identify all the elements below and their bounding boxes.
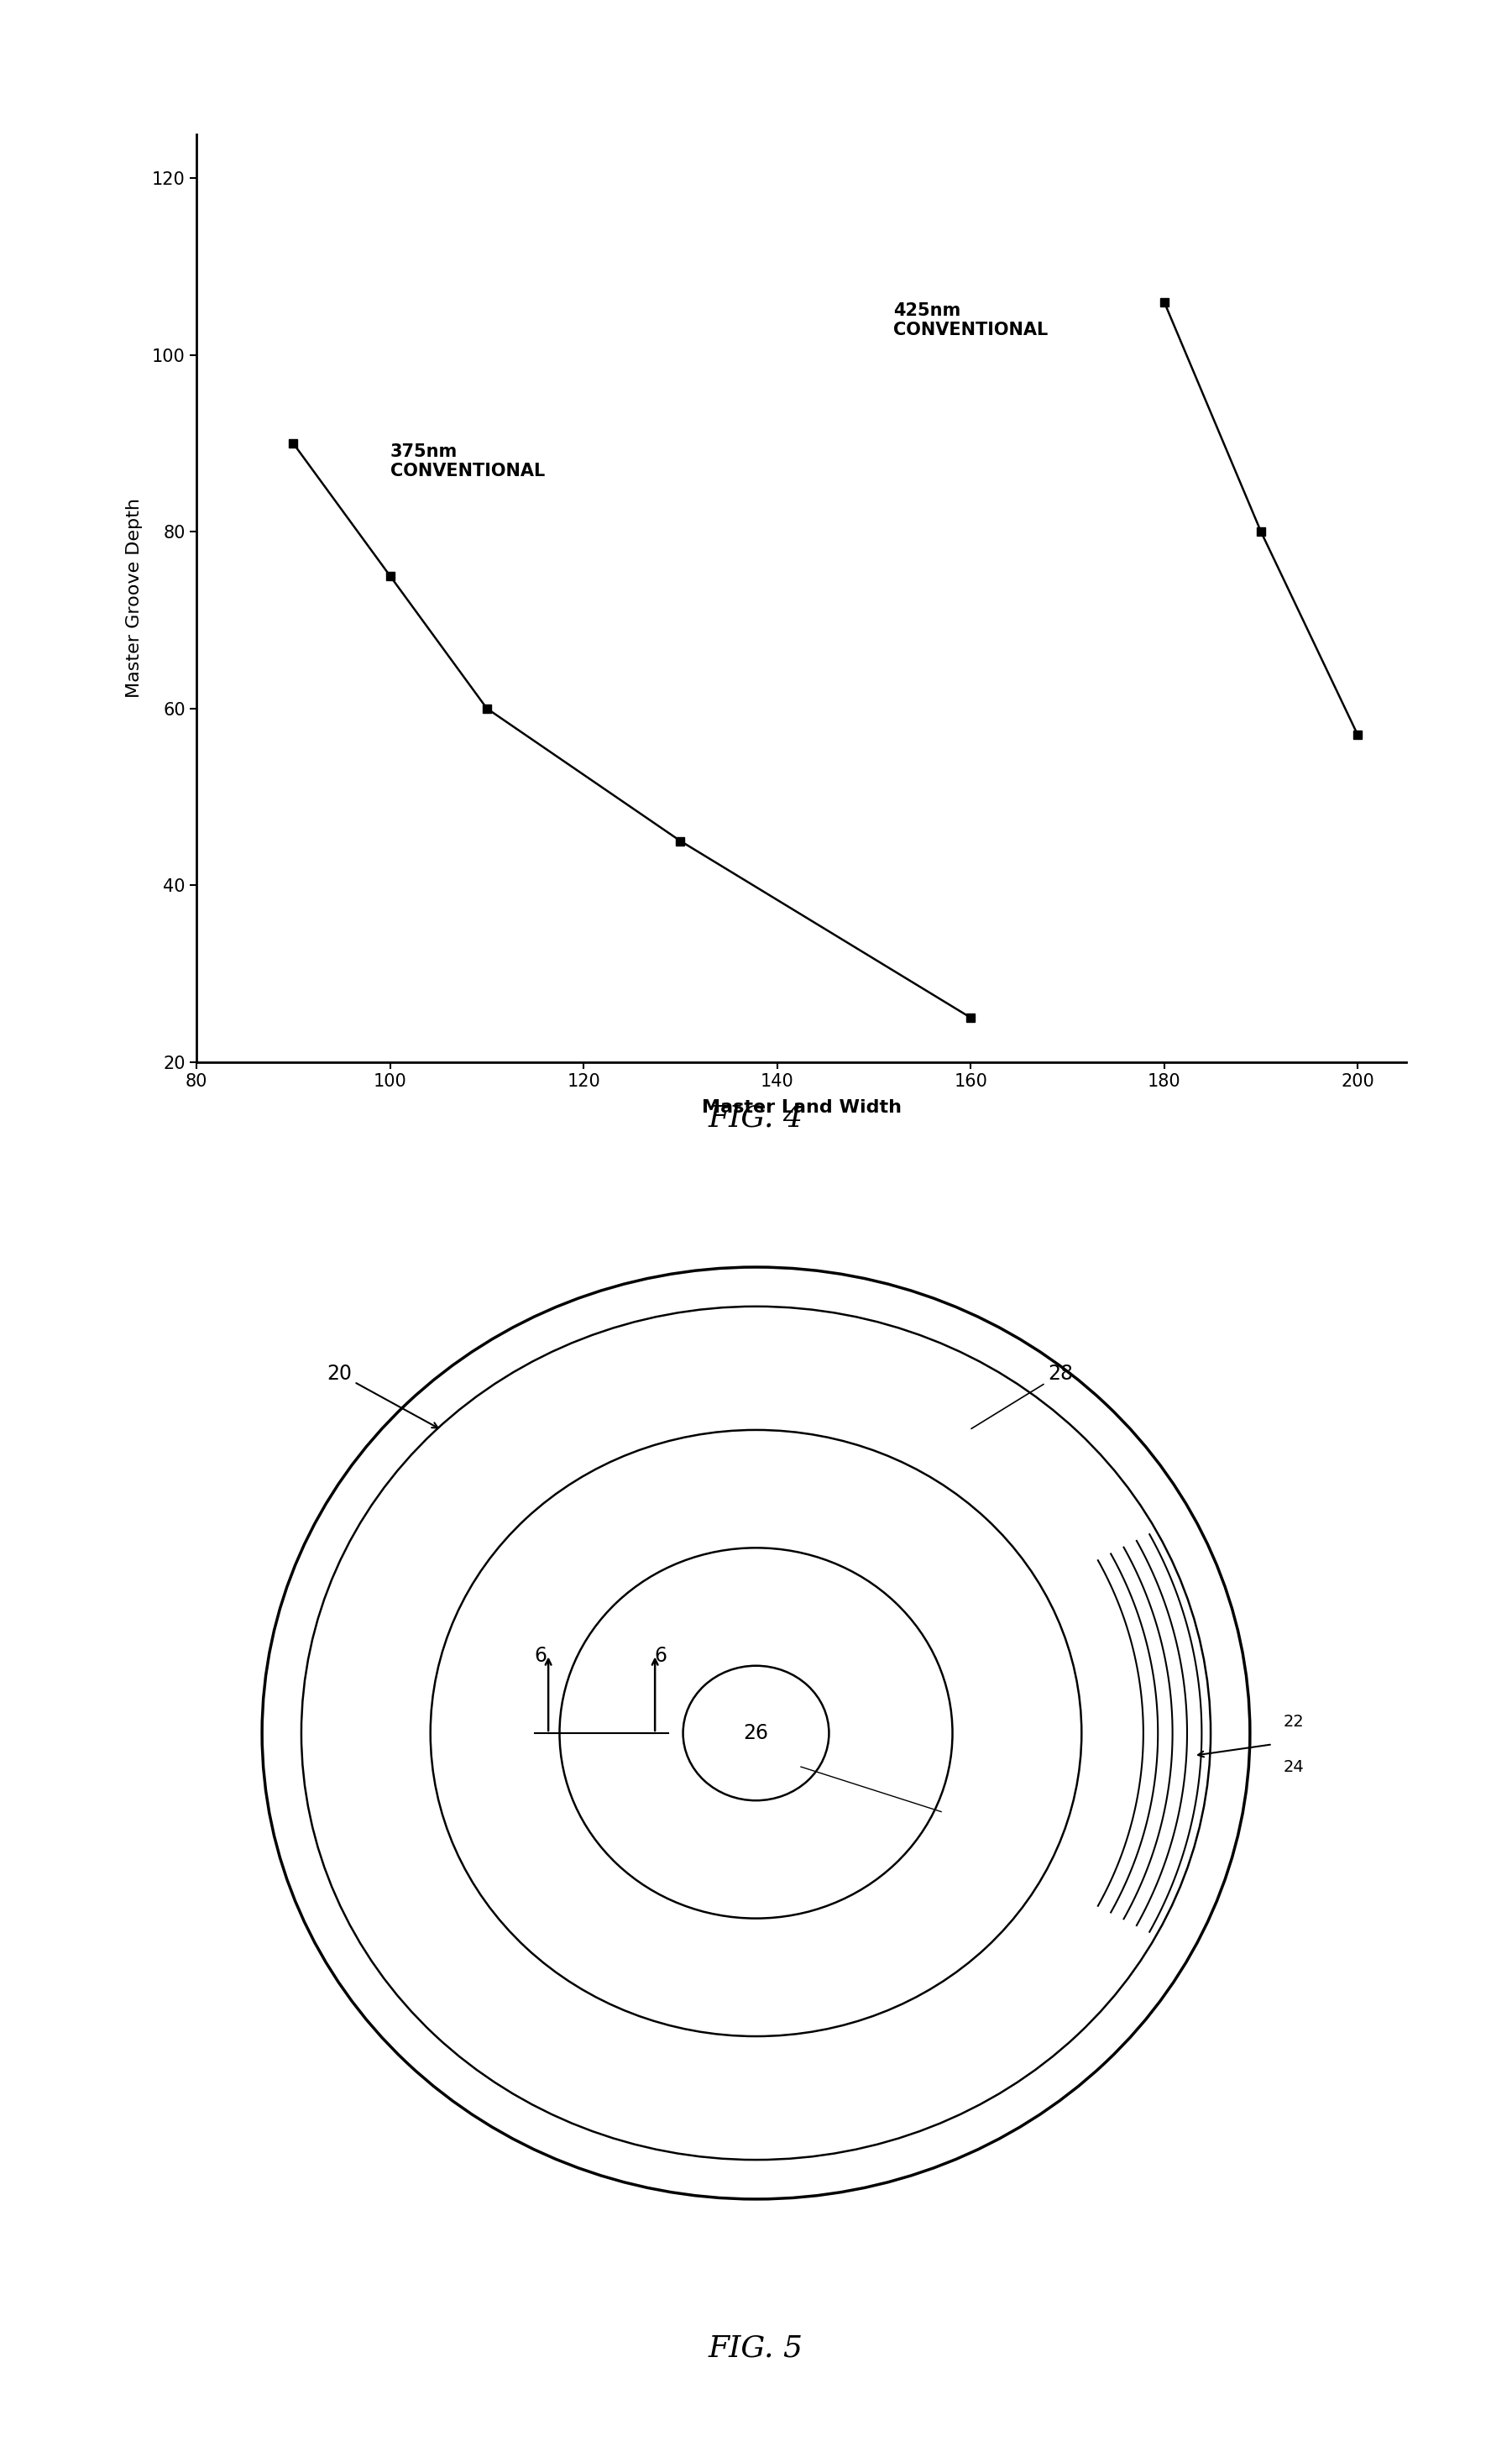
X-axis label: Master Land Width: Master Land Width <box>702 1098 901 1116</box>
Text: 6: 6 <box>655 1645 667 1665</box>
Text: FIG. 4: FIG. 4 <box>709 1103 803 1133</box>
Y-axis label: Master Groove Depth: Master Groove Depth <box>125 498 142 698</box>
Text: 6: 6 <box>534 1645 547 1665</box>
Text: 26: 26 <box>744 1723 768 1743</box>
Text: FIG. 5: FIG. 5 <box>709 2334 803 2363</box>
Text: 22: 22 <box>1284 1714 1305 1731</box>
Text: 425nm
CONVENTIONAL: 425nm CONVENTIONAL <box>894 303 1048 339</box>
Text: 20: 20 <box>327 1365 438 1428</box>
Text: 375nm
CONVENTIONAL: 375nm CONVENTIONAL <box>390 444 544 481</box>
Text: 28: 28 <box>971 1365 1074 1428</box>
Text: 24: 24 <box>1284 1760 1305 1775</box>
